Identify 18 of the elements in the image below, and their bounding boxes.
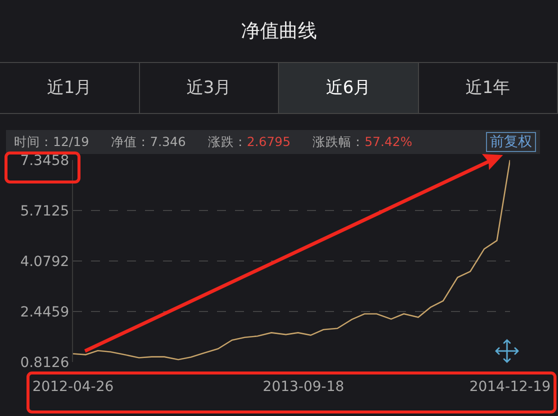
text: 近1年 xyxy=(418,63,558,113)
text: 净值：7.346 xyxy=(111,134,186,148)
text: 近3月 xyxy=(140,63,279,113)
y-tick-label: 2.4459 xyxy=(20,304,70,320)
x-tick-label: 2012-04-26 xyxy=(32,379,114,395)
y-tick-label: 4.0792 xyxy=(20,254,70,270)
y-tick-label: 7.3458 xyxy=(20,152,70,169)
text: 涨跌：2.6795 xyxy=(208,134,291,148)
x-tick-label: 2014-12-19 xyxy=(469,379,551,395)
text: 近1月 xyxy=(0,63,140,113)
y-tick-label: 5.7125 xyxy=(20,203,70,220)
text: 涨跌幅：57.42% xyxy=(312,134,412,148)
y-tick-label: 0.8126 xyxy=(20,354,70,371)
text: 前复权 xyxy=(486,132,536,152)
chart-title: 净值曲线 xyxy=(240,19,318,44)
x-tick-label: 2013-09-18 xyxy=(262,379,344,395)
text: 近6月 xyxy=(279,63,418,113)
text: 时间：12/19 xyxy=(14,134,90,148)
